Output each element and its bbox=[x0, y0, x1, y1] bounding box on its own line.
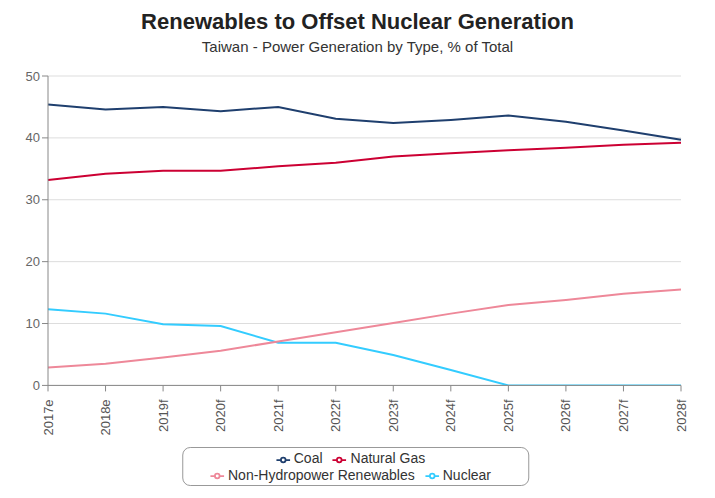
svg-text:2019f: 2019f bbox=[156, 399, 171, 432]
html-text:Non-Hydropower Renewables: Non-Hydropower Renewables bbox=[228, 466, 415, 483]
html-text:Taiwan - Power Generation by T: Taiwan - Power Generation by Type, % of … bbox=[201, 38, 514, 55]
svg-text:2023f: 2023f bbox=[386, 399, 401, 432]
svg-text:50: 50 bbox=[26, 69, 40, 84]
svg-text:2028f: 2028f bbox=[674, 399, 689, 432]
svg-text:2024f: 2024f bbox=[443, 399, 458, 432]
svg-text:40: 40 bbox=[26, 130, 40, 145]
html-text:Nuclear: Nuclear bbox=[442, 466, 491, 483]
svg-text:2022f: 2022f bbox=[328, 399, 343, 432]
svg-text:2027f: 2027f bbox=[616, 399, 631, 432]
svg-text:2020f: 2020f bbox=[213, 399, 228, 432]
svg-text:30: 30 bbox=[26, 192, 40, 207]
svg-text:2018e: 2018e bbox=[98, 399, 113, 435]
svg-text:0: 0 bbox=[33, 378, 40, 393]
svg-text:2026f: 2026f bbox=[558, 399, 573, 432]
html-text:Renewables to Offset Nuclear G: Renewables to Offset Nuclear Generation bbox=[141, 9, 574, 34]
svg-text:2021f: 2021f bbox=[271, 399, 286, 432]
svg-text:2025f: 2025f bbox=[501, 399, 516, 432]
svg-text:2017e: 2017e bbox=[41, 399, 56, 435]
html-text:Natural Gas: Natural Gas bbox=[350, 450, 426, 467]
svg-text:10: 10 bbox=[26, 316, 40, 331]
svg-text:20: 20 bbox=[26, 254, 40, 269]
html-text:Coal: Coal bbox=[293, 450, 323, 467]
